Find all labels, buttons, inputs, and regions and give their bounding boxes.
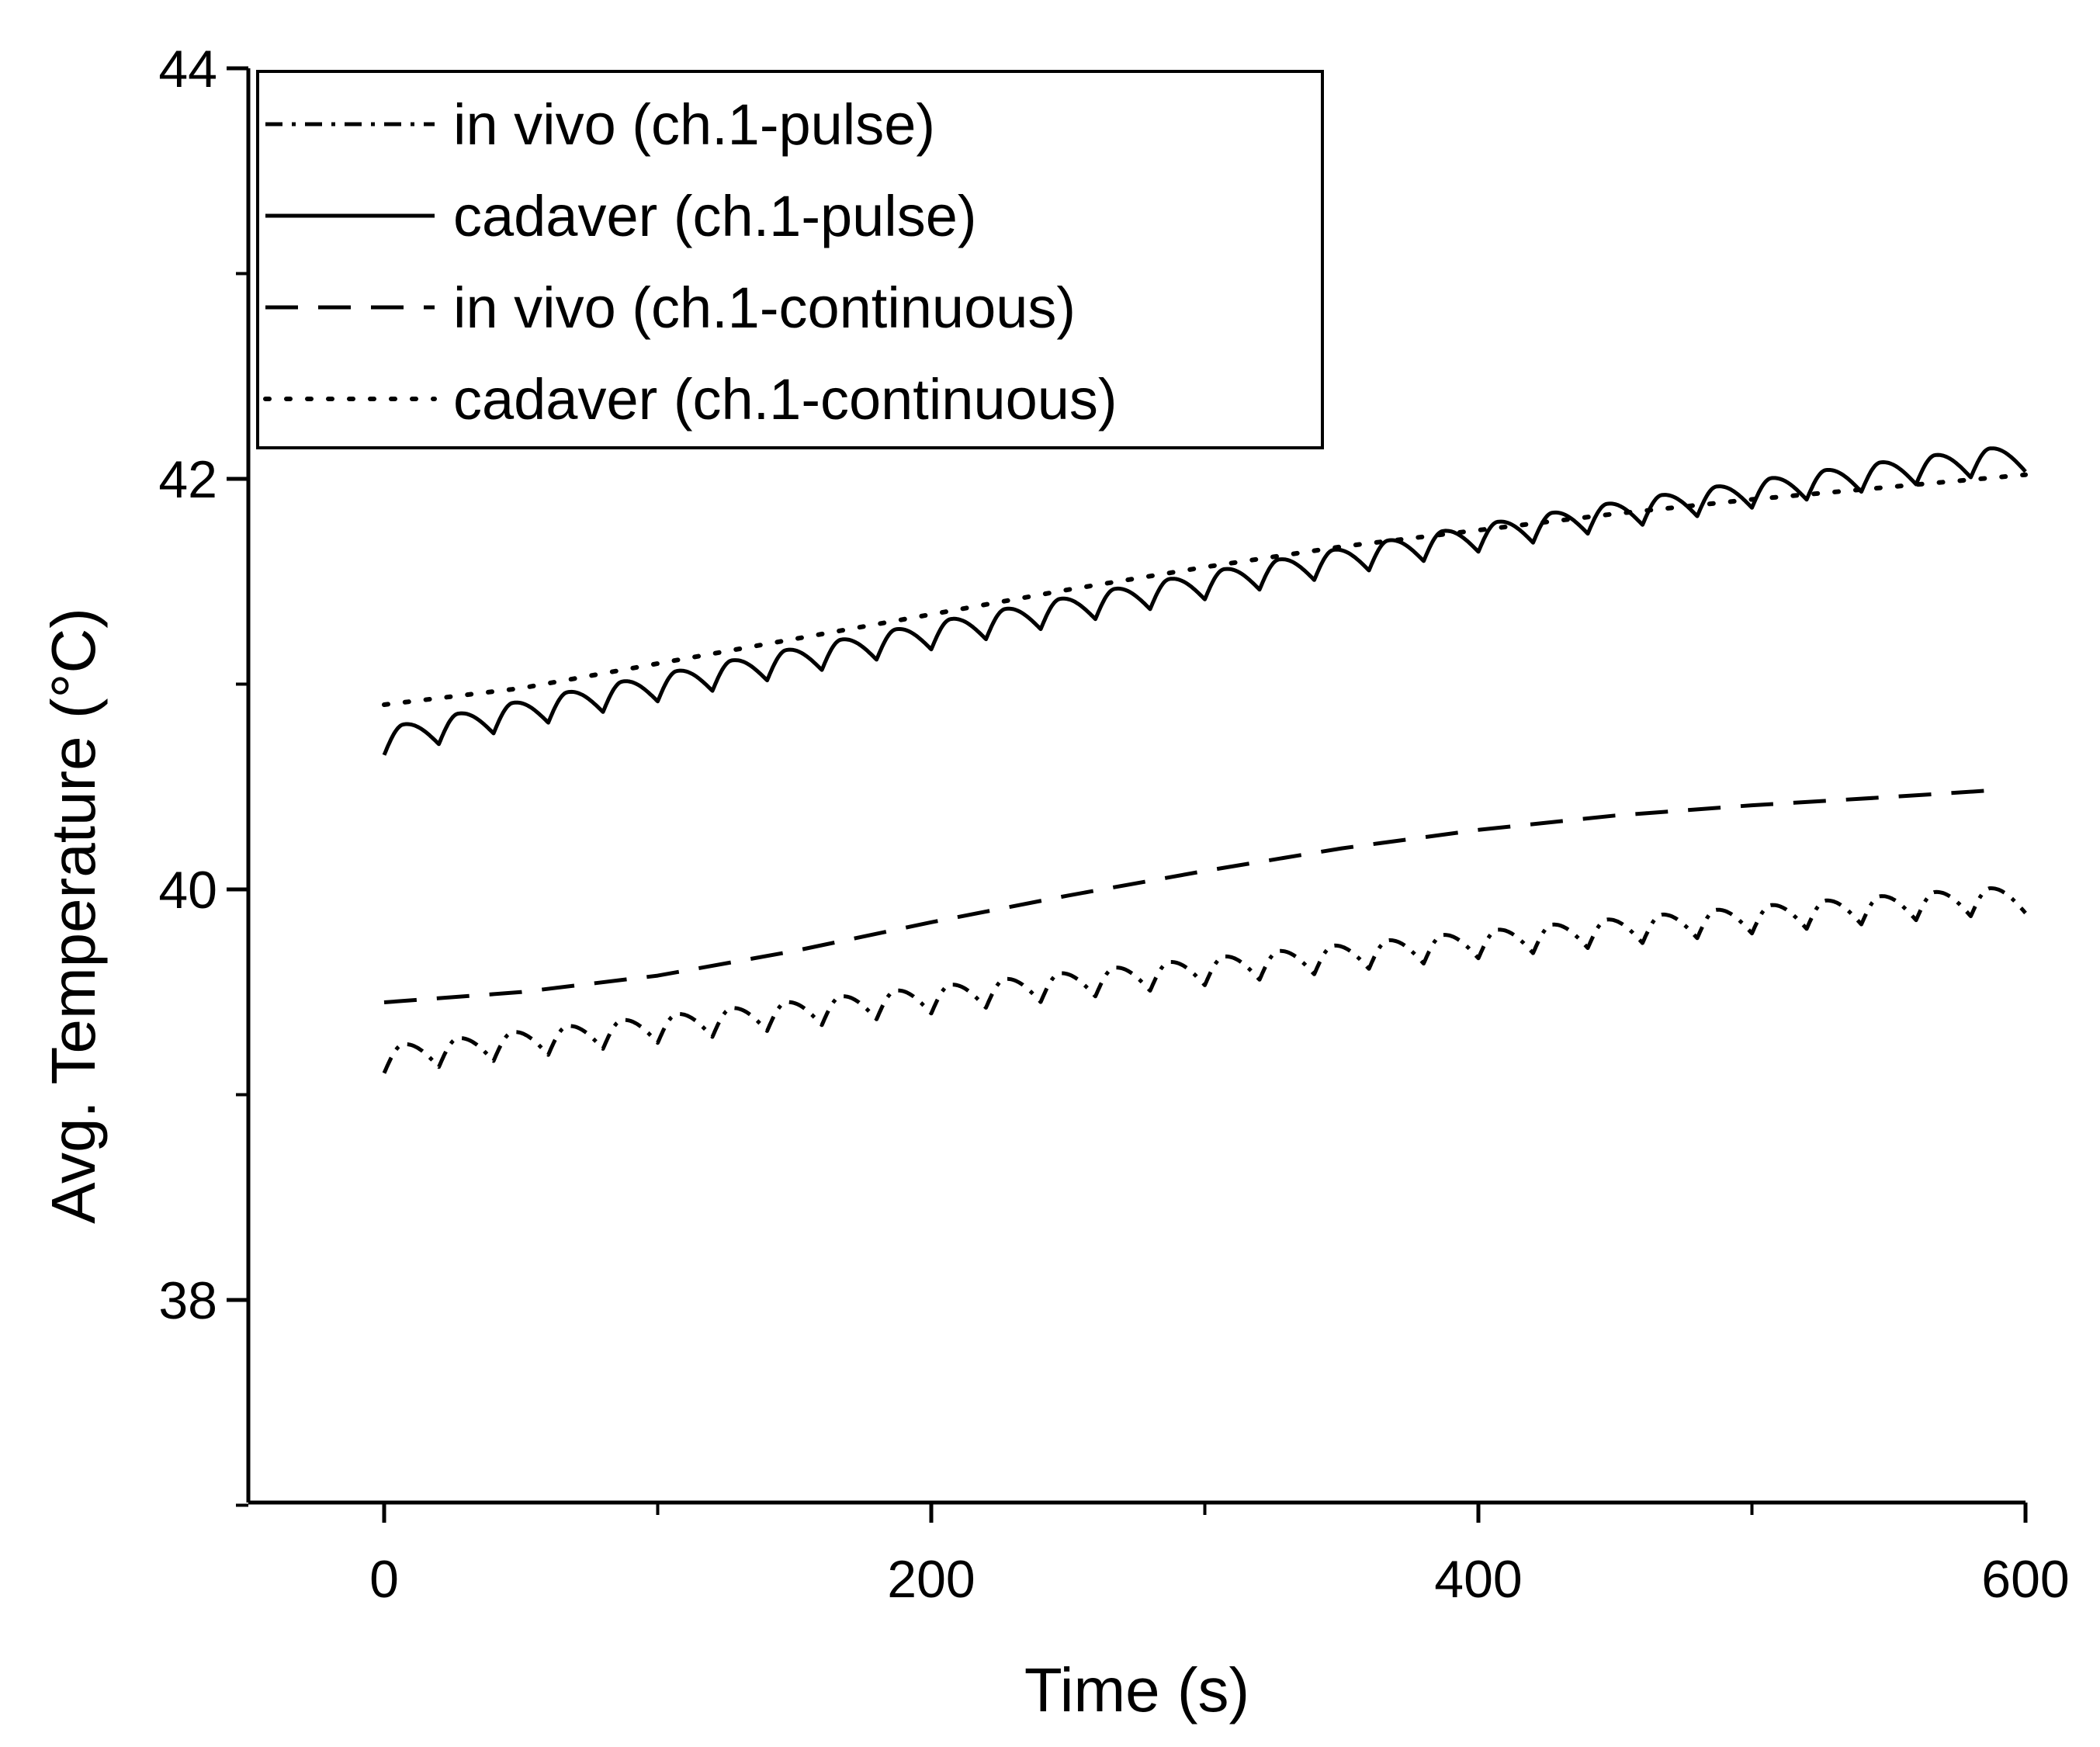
legend: in vivo (ch.1-pulse) cadaver (ch.1-pulse)… (256, 70, 1324, 449)
y-tick-label: 44 (158, 40, 217, 99)
legend-label-1: in vivo (ch.1-pulse) (453, 92, 935, 157)
x-tick-label: 200 (887, 1550, 975, 1609)
x-tick-label: 600 (1981, 1550, 2069, 1609)
y-axis-title: Avg. Temperature (°C) (39, 608, 108, 1224)
y-tick-label: 42 (158, 450, 217, 509)
series-line-3 (383, 789, 1985, 1004)
series-line-4 (382, 472, 2028, 707)
legend-box (256, 70, 1324, 449)
legend-label-2: cadaver (ch.1-pulse) (453, 184, 977, 248)
series-line-2 (382, 446, 2027, 756)
legend-label-3: in vivo (ch.1-continuous) (453, 276, 1076, 340)
series-line-1 (382, 886, 2027, 1074)
y-tick-label: 38 (158, 1271, 217, 1330)
legend-label-4: cadaver (ch.1-continuous) (453, 367, 1118, 432)
axes: 0 200 400 600 38 40 42 44 (158, 40, 2069, 1609)
x-tick-label: 400 (1434, 1550, 1522, 1609)
x-axis-title: Time (s) (1024, 1655, 1249, 1724)
plot-area (382, 446, 2028, 1074)
x-tick-label: 0 (369, 1550, 399, 1609)
y-tick-label: 40 (158, 861, 217, 920)
